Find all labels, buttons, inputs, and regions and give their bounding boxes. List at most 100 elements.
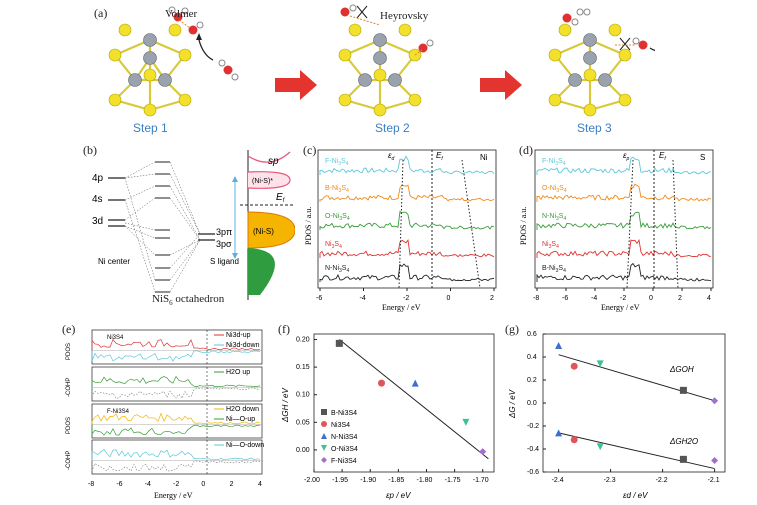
pdos-series-label-1: B-Ni3S4 (325, 185, 349, 194)
structure-step3 (548, 8, 655, 117)
panel-c-corner: Ni (480, 153, 488, 162)
g-point-0-1 (570, 362, 578, 370)
g-point-1-1 (570, 436, 578, 444)
f-xlabel: εp / eV (386, 491, 411, 500)
volmer-label: Volmer (165, 8, 198, 20)
f-xtick-label: -1.75 (445, 477, 461, 484)
xtick-label: 2 (678, 295, 682, 302)
bonding-label: (Ni-S) (253, 227, 274, 236)
pdos-curve-4 (536, 262, 712, 282)
g-plot-frame (542, 333, 726, 473)
f-ytick-label: 0.20 (296, 337, 310, 344)
antibonding-label: (Ni-S)* (252, 178, 273, 185)
g-xtick-label: -2.4 (552, 477, 564, 484)
xtick-label: 4 (258, 481, 262, 488)
xtick-label: -6 (562, 295, 568, 302)
panel-g-label: (g) (505, 322, 519, 336)
f-ytick-label: 0.10 (296, 392, 310, 399)
f-legend-label-1: Ni3S4 (331, 422, 350, 429)
cohp-curve (91, 387, 261, 400)
legend-label: Ni3d-down (226, 342, 260, 349)
pdos-curve-2 (536, 211, 712, 230)
panel-d-ef: Ef (659, 151, 666, 162)
xtick-label: -2 (620, 295, 626, 302)
f-legend-label-3: O-Ni3S4 (331, 446, 358, 453)
g-point-0-3 (679, 386, 687, 394)
level-3ppi: 3pπ (216, 227, 232, 237)
arrow-2 (480, 70, 522, 100)
xtick-label: 4 (707, 295, 711, 302)
panel-g-chart: -2.4 -2.3 -2.2 -2.1 -0.6 -0.4 -0.2 0.0 0.2 0.4 0.6… (508, 331, 726, 500)
xtick-label: -2 (403, 295, 409, 302)
cohp-curve (91, 424, 261, 436)
g-point-0-0 (555, 342, 563, 349)
f-ylabel: ΔGH / eV (281, 388, 290, 423)
f-xtick-label: -1.85 (388, 477, 404, 484)
g-xtick-label: -2.2 (656, 477, 668, 484)
pdos-series-label-2: N-Ni3S4 (542, 213, 566, 222)
f-xtick-label: -1.80 (417, 477, 433, 484)
panel-d-corner: S (700, 153, 705, 162)
panel-b-mo-diagram: 4p 4s 3d Ni center 3pπ 3pσ S ligand sp (… (92, 150, 295, 300)
g-fit-line-0 (558, 354, 715, 402)
subplot-title: Ni3S4 (107, 335, 124, 341)
cohp-curve (91, 350, 261, 362)
f-legend-marker-3 (321, 445, 327, 451)
xtick-label: -2 (173, 481, 179, 488)
f-xtick-label: -1.70 (473, 477, 489, 484)
g-ytick-label: 0.4 (527, 354, 537, 361)
ni-center-label: Ni center (98, 257, 130, 266)
xtick-label: -4 (591, 295, 597, 302)
step1-label: Step 1 (133, 121, 168, 135)
f-legend-label-4: F-Ni3S4 (331, 458, 357, 465)
cohp-curve (91, 449, 261, 461)
pdos-curve-1 (536, 183, 712, 202)
panel-d-ylabel: PDOS / a.u. (519, 207, 528, 245)
g-ytick-label: -0.6 (527, 469, 539, 476)
xtick-label: 0 (447, 295, 451, 302)
xtick-label: -8 (533, 295, 539, 302)
f-point-1 (378, 379, 385, 387)
f-legend-marker-1 (321, 421, 327, 427)
panel-f-label: (f) (278, 322, 290, 336)
f-legend-marker-0 (321, 409, 327, 415)
cohp-curve (91, 460, 261, 472)
pdos-curve-3 (536, 238, 712, 258)
step3-label: Step 3 (577, 121, 612, 135)
legend-label: Ni3d-up (226, 332, 251, 339)
panel-c-pdos: PDOS / a.u. εd Ef Ni F-Ni3S4 B-Ni3S4 O-Ni3… (304, 149, 497, 312)
pdos-curve-1 (319, 184, 495, 202)
level-3d: 3d (92, 216, 103, 227)
pdos-curve-4 (319, 263, 495, 282)
level-4p: 4p (92, 173, 104, 184)
pdos-series-label-1: O-Ni3S4 (542, 185, 567, 194)
g-point-1-4 (711, 457, 719, 464)
cohp-ylabel: PDOS (66, 343, 72, 360)
panel-d-pdos: PDOS / a.u. εp Ef S F-Ni3S4 O-Ni3S4 N-Ni3S… (519, 149, 714, 312)
ef-label-b: Ef (276, 192, 286, 204)
g-point-0-2 (596, 360, 604, 368)
pdos-series-label-2: O-Ni3S4 (325, 213, 350, 222)
f-xtick-label: -1.95 (332, 477, 348, 484)
xtick-label: 2 (230, 481, 234, 488)
f-xtick-label: -2.00 (304, 477, 320, 484)
f-legend-marker-2 (321, 433, 327, 439)
xtick-label: 2 (490, 295, 494, 302)
pdos-series-label-3: Ni3S4 (542, 241, 559, 250)
g-series-label-0: ΔGOH (669, 365, 694, 374)
f-point-3 (462, 418, 470, 426)
f-legend-marker-4 (321, 457, 327, 463)
sp-label: sp (268, 156, 279, 167)
legend-label: Ni—O-up (226, 416, 255, 423)
subplot-title: F-Ni3S4 (107, 409, 130, 415)
panel-c-eps-d: εd (388, 151, 395, 162)
g-ytick-label: 0.0 (527, 400, 537, 407)
panel-a-figure (108, 4, 655, 117)
pdos-series-label-0: F-Ni3S4 (325, 158, 349, 167)
g-point-1-2 (596, 443, 604, 451)
pdos-curve-0 (319, 155, 495, 175)
pdos-series-label-4: B-Ni3S4 (542, 265, 566, 274)
g-fit-line-1 (558, 432, 715, 470)
cohp-curve (91, 338, 261, 351)
xtick-label: 0 (649, 295, 653, 302)
